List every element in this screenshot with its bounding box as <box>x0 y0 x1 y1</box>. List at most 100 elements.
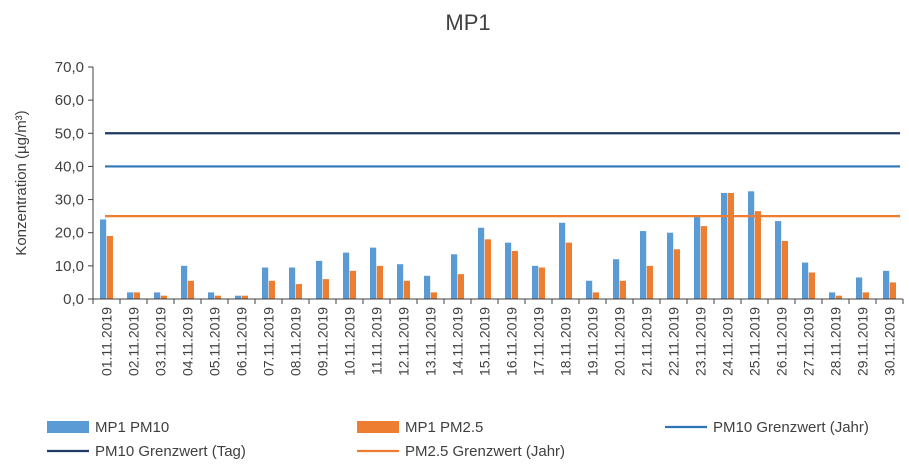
bar-pm10 <box>100 219 107 299</box>
y-axis-label: Konzentration (µg/m³) <box>13 110 30 255</box>
y-tick-label: 50,0 <box>55 125 84 142</box>
bar-pm10 <box>343 252 350 299</box>
bar-pm10 <box>829 292 836 299</box>
legend: MP1 PM10 MP1 PM2.5 PM10 Grenzwert (Jahr) PM… <box>47 419 869 460</box>
x-tick-label: 22.11.2019 <box>666 307 682 376</box>
bar-pm25 <box>106 236 113 299</box>
bar-pm10 <box>694 216 701 299</box>
y-tick-label: 30,0 <box>55 192 84 209</box>
bar-pm25 <box>430 292 437 299</box>
x-tick-label: 03.11.2019 <box>153 307 169 376</box>
bar-pm10 <box>235 295 242 299</box>
x-tick-label: 18.11.2019 <box>558 307 574 376</box>
bar-pm10 <box>451 254 458 299</box>
bar-pm25 <box>781 241 788 299</box>
x-tick-label: 02.11.2019 <box>126 307 142 376</box>
bar-pm25 <box>349 270 356 299</box>
x-tick-label: 11.11.2019 <box>369 307 385 375</box>
bar-pm10 <box>424 275 431 299</box>
bar-pm25 <box>754 211 761 299</box>
x-tick-label: 09.11.2019 <box>315 307 331 376</box>
bar-pm25 <box>214 295 221 299</box>
legend-swatch <box>357 421 399 433</box>
x-tick-label: 21.11.2019 <box>639 307 655 376</box>
bar-pm10 <box>316 260 323 299</box>
bar-pm25 <box>862 292 869 299</box>
bar-pm25 <box>808 272 815 299</box>
bar-pm25 <box>511 250 518 299</box>
bar-pm10 <box>613 259 620 299</box>
bar-pm10 <box>667 232 674 299</box>
bar-pm25 <box>619 280 626 299</box>
legend-label: PM10 Grenzwert (Tag) <box>95 443 246 460</box>
x-tick-label: 05.11.2019 <box>207 307 223 376</box>
x-tick-label: 12.11.2019 <box>396 307 412 376</box>
bar-pm25 <box>727 192 734 299</box>
bar-pm25 <box>889 282 896 299</box>
bar-pm25 <box>241 295 248 299</box>
legend-label: PM10 Grenzwert (Jahr) <box>713 419 869 436</box>
x-tick-label: 08.11.2019 <box>288 307 304 376</box>
bar-pm10 <box>532 265 539 299</box>
legend-label: PM2.5 Grenzwert (Jahr) <box>405 443 565 460</box>
y-tick-label: 10,0 <box>55 258 84 275</box>
x-tick-label: 15.11.2019 <box>477 307 493 376</box>
bar-pm10 <box>397 264 404 299</box>
y-tick-label: 40,0 <box>55 158 84 175</box>
bar-pm25 <box>565 242 572 299</box>
bar-pm10 <box>883 270 890 299</box>
bar-pm10 <box>748 191 755 299</box>
bar-pm10 <box>559 222 566 299</box>
bar-pm25 <box>673 249 680 299</box>
x-tick-label: 30.11.2019 <box>882 307 898 376</box>
bar-pm25 <box>646 265 653 299</box>
plot-area: 0,0 10,0 20,0 30,0 40,0 50,0 60,0 70,0 01.11.201… <box>55 59 904 376</box>
bar-pm25 <box>403 280 410 299</box>
bar-pm10 <box>505 242 512 299</box>
x-tick-label: 28.11.2019 <box>828 307 844 376</box>
x-tick-label: 14.11.2019 <box>450 307 466 376</box>
bar-pm25 <box>160 295 167 299</box>
bar-pm25 <box>592 292 599 299</box>
y-tick-label: 20,0 <box>55 225 84 242</box>
bar-pm10 <box>181 265 188 299</box>
x-tick-label: 13.11.2019 <box>423 307 439 376</box>
legend-label: MP1 PM2.5 <box>405 419 483 436</box>
bar-pm10 <box>127 292 134 299</box>
x-tick-label: 19.11.2019 <box>585 307 601 376</box>
bar-pm25 <box>268 280 275 299</box>
x-tick-label: 27.11.2019 <box>801 307 817 376</box>
bar-pm25 <box>700 226 707 299</box>
x-tick-label: 04.11.2019 <box>180 307 196 376</box>
bar-pm10 <box>154 292 161 299</box>
bar-pm25 <box>835 295 842 299</box>
bar-pm10 <box>775 221 782 299</box>
x-tick-label: 29.11.2019 <box>855 307 871 376</box>
bar-pm25 <box>187 280 194 299</box>
bar-pm25 <box>457 274 464 299</box>
bar-pm10 <box>640 231 647 299</box>
bar-pm10 <box>856 277 863 299</box>
bar-pm10 <box>262 267 269 299</box>
x-tick-label: 25.11.2019 <box>747 307 763 376</box>
bar-pm25 <box>376 265 383 299</box>
legend-swatch <box>47 421 89 433</box>
bar-pm10 <box>478 227 485 299</box>
bar-pm25 <box>538 267 545 299</box>
bar-pm25 <box>133 292 140 299</box>
x-tick-label: 26.11.2019 <box>774 307 790 376</box>
x-tick-label: 01.11.2019 <box>99 307 115 376</box>
bar-pm10 <box>802 262 809 299</box>
chart-title: MP1 <box>445 10 490 35</box>
x-tick-label: 17.11.2019 <box>531 307 547 376</box>
x-tick-label: 06.11.2019 <box>234 307 250 376</box>
bar-pm10 <box>370 247 377 299</box>
bar-pm10 <box>586 280 593 299</box>
bar-pm25 <box>295 284 302 299</box>
y-tick-label: 70,0 <box>55 59 84 76</box>
y-tick-label: 0,0 <box>63 291 84 308</box>
y-tick-label: 60,0 <box>55 92 84 109</box>
bar-pm10 <box>208 292 215 299</box>
x-tick-label: 10.11.2019 <box>342 307 358 376</box>
